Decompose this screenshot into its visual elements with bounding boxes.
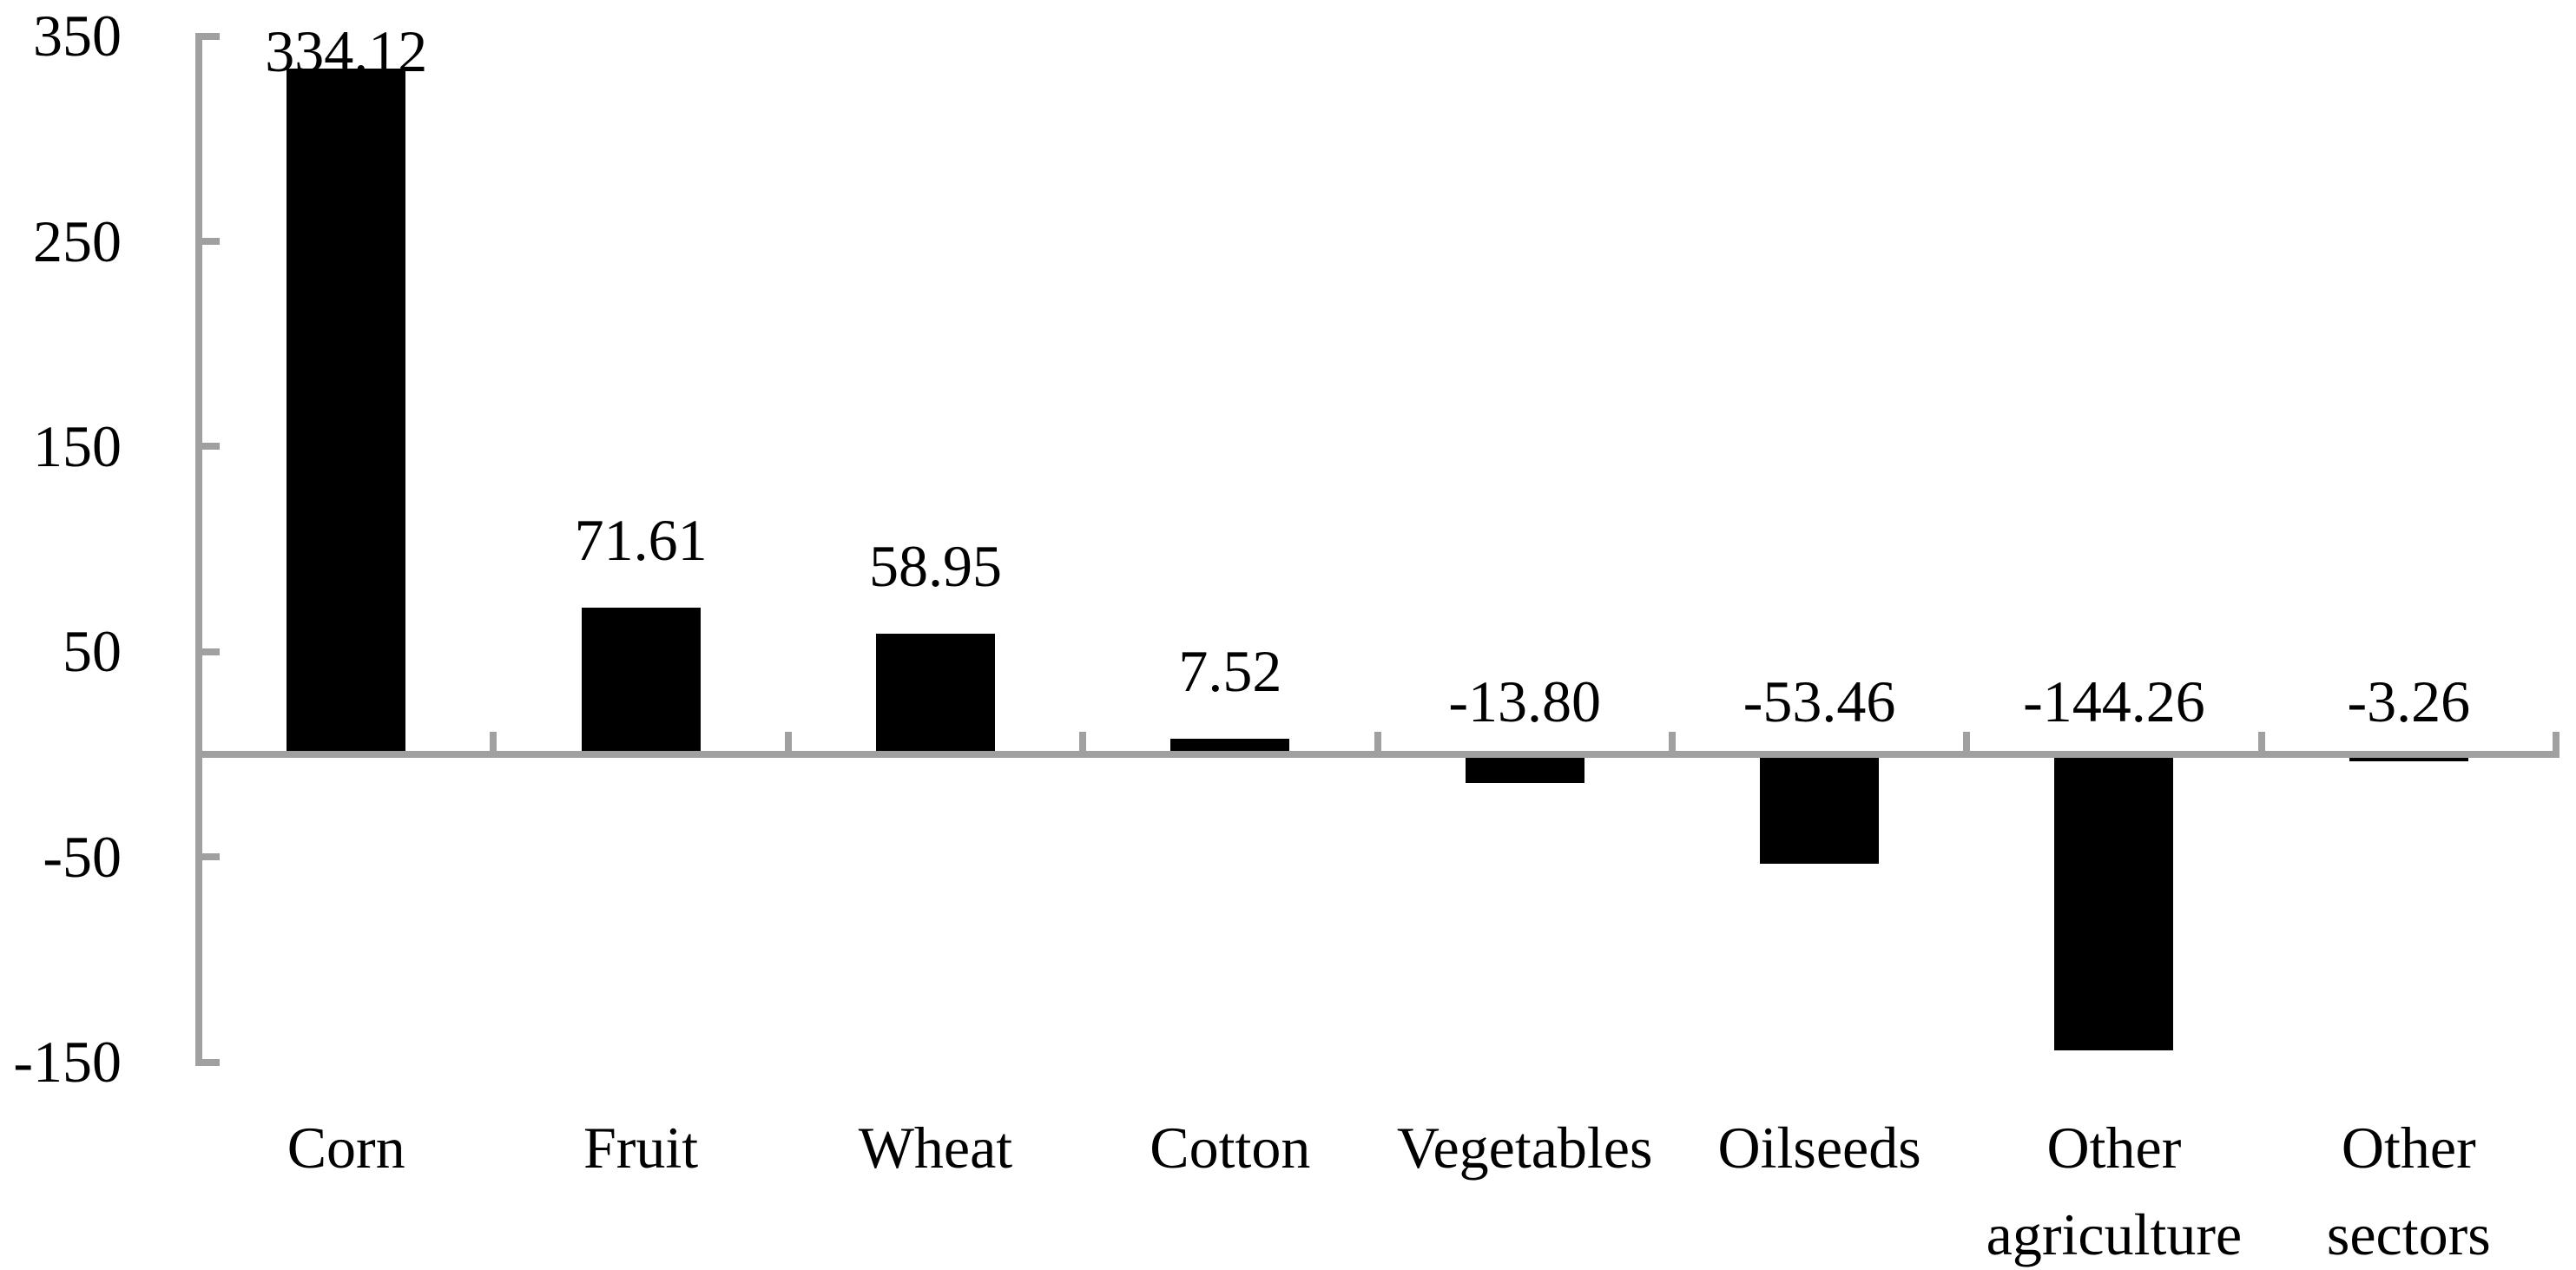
category-label: Vegetables <box>1396 1115 1653 1181</box>
x-axis-tick <box>1963 732 1971 751</box>
bar <box>287 69 406 751</box>
y-axis-tick-label: -150 <box>13 1029 122 1096</box>
x-axis-tick <box>784 732 792 751</box>
y-axis-tick-label: 150 <box>33 412 122 479</box>
category-label: Corn <box>287 1115 405 1181</box>
y-axis-tick-label: 350 <box>33 3 122 69</box>
category-label: Cotton <box>1150 1115 1311 1181</box>
value-label: 71.61 <box>574 506 708 573</box>
y-axis-tick <box>199 238 220 245</box>
category-label: Other sectors <box>2326 1115 2491 1267</box>
bar <box>875 633 995 751</box>
y-axis-tick <box>199 853 220 861</box>
value-label: 58.95 <box>868 532 1002 599</box>
x-axis-tick <box>1668 732 1676 751</box>
x-axis-tick <box>2553 732 2560 751</box>
x-axis-tick <box>2257 732 2265 751</box>
value-label: 334.12 <box>265 18 428 85</box>
bar <box>581 607 701 751</box>
y-axis-tick <box>199 648 220 655</box>
y-axis-tick <box>199 1058 220 1066</box>
y-axis-tick <box>199 443 220 451</box>
y-axis-tick <box>199 32 220 40</box>
y-axis-tick-label: -50 <box>43 823 122 890</box>
value-label: -3.26 <box>2347 668 2471 734</box>
value-label: -53.46 <box>1743 668 1896 734</box>
x-axis-tick <box>1079 732 1087 751</box>
value-label: -13.80 <box>1448 668 1602 734</box>
x-axis-line <box>195 751 2560 758</box>
bar <box>1170 739 1290 751</box>
y-axis-line <box>195 32 202 1066</box>
category-label: Fruit <box>583 1115 699 1181</box>
value-label: 7.52 <box>1178 638 1282 705</box>
bar <box>1465 758 1584 783</box>
bar <box>2349 758 2468 761</box>
bar <box>1760 758 1880 865</box>
category-label: Oilseeds <box>1717 1115 1921 1181</box>
bar <box>2054 758 2174 1051</box>
x-axis-tick <box>1374 732 1381 751</box>
y-axis-tick-label: 250 <box>33 207 122 274</box>
x-axis-tick <box>490 732 497 751</box>
y-axis-tick-label: 50 <box>63 618 122 685</box>
category-label: Wheat <box>858 1115 1013 1181</box>
category-label: Other agriculture <box>1986 1115 2243 1267</box>
value-label: -144.26 <box>2023 668 2205 734</box>
